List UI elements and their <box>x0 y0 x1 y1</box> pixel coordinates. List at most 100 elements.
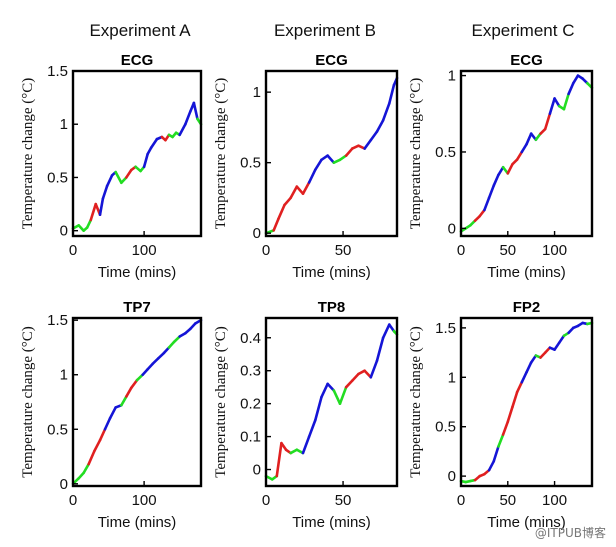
data-segment <box>280 441 288 452</box>
data-segment <box>314 158 323 172</box>
data-segment <box>381 102 391 122</box>
data-segment <box>492 173 500 187</box>
plot-frame <box>264 69 399 238</box>
data-segment <box>338 385 348 405</box>
x-tick-label: 0 <box>262 492 270 509</box>
data-segment <box>351 372 360 382</box>
data-segment <box>301 435 311 455</box>
data-segment <box>272 217 280 232</box>
data-segment <box>543 112 552 131</box>
x-axis-label: Time (mins) <box>487 514 566 531</box>
watermark: @ITPUB博客 <box>535 525 606 540</box>
x-tick-label: 50 <box>499 242 516 259</box>
y-tick-label: 1.5 <box>47 63 68 80</box>
data-segment <box>520 371 528 384</box>
data-segment <box>363 138 373 150</box>
y-tick-label: 0 <box>253 462 261 479</box>
y-tick-label: 0.3 <box>240 363 261 380</box>
data-segment <box>497 433 505 448</box>
x-tick-label: 100 <box>132 492 157 509</box>
y-tick-label: 0 <box>448 220 456 237</box>
y-axis-label: Temperature change (°C) <box>20 78 36 230</box>
data-segment <box>89 202 98 222</box>
data-segment <box>130 378 139 390</box>
plot-frame <box>71 69 203 238</box>
data-segment <box>172 335 181 344</box>
x-tick-label: 100 <box>132 242 157 259</box>
panel-2: ECG 0 50 0 0.5 1 Time (mins) Temperature change… <box>213 52 399 281</box>
y-tick-label: 1.5 <box>435 320 456 337</box>
data-segment <box>105 174 114 188</box>
panel-title: ECG <box>315 52 348 69</box>
panel-6: FP2 0 50 100 0 0.5 1 1.5 Time (mins) Temperature … <box>408 299 594 531</box>
y-tick-label: 0.4 <box>240 330 261 347</box>
x-tick-label: 0 <box>69 242 77 259</box>
y-tick-label: 0 <box>60 476 68 493</box>
x-axis-label: Time (mins) <box>292 514 371 531</box>
data-segment <box>87 449 96 466</box>
x-tick-label: 0 <box>457 492 465 509</box>
x-tick-label: 100 <box>542 492 567 509</box>
panel-title: TP8 <box>318 299 346 316</box>
data-segment <box>332 389 342 405</box>
x-tick-label: 50 <box>335 492 352 509</box>
data-segment <box>157 351 166 360</box>
data-segment <box>326 382 336 392</box>
data-segment <box>557 334 566 345</box>
plot-frame <box>264 316 399 488</box>
data-segment <box>375 336 385 363</box>
data-segment <box>492 445 500 463</box>
data-segment <box>562 92 570 111</box>
panel-1: ECG 0 100 0 0.5 1 1.5 Time (mins) Temperature ch… <box>20 52 203 281</box>
column-title-b: Experiment B <box>274 21 376 40</box>
data-segment <box>120 395 128 407</box>
data-segment <box>314 395 323 422</box>
x-tick-label: 50 <box>335 242 352 259</box>
data-segment <box>567 81 575 96</box>
y-tick-label: 0.5 <box>435 419 456 436</box>
data-segment <box>553 97 561 108</box>
plot-frame <box>71 316 203 488</box>
panel-title: ECG <box>121 52 154 69</box>
x-axis-label: Time (mins) <box>98 514 177 531</box>
data-segment <box>301 181 311 195</box>
panel-title: TP7 <box>123 299 151 316</box>
y-tick-label: 1.5 <box>47 312 68 329</box>
x-tick-label: 0 <box>69 492 77 509</box>
y-tick-label: 0.5 <box>240 155 261 172</box>
y-tick-label: 0 <box>253 225 261 242</box>
y-axis-label: Temperature change (°C) <box>213 326 229 478</box>
y-tick-label: 1 <box>60 367 68 384</box>
data-segment <box>326 154 336 164</box>
data-segment <box>149 137 159 149</box>
x-tick-label: 50 <box>499 492 516 509</box>
data-segment <box>307 418 317 438</box>
data-segment <box>275 441 283 478</box>
data-segment <box>511 390 519 409</box>
data-segment <box>135 373 144 382</box>
data-segment <box>369 130 379 142</box>
data-segment <box>108 406 117 420</box>
y-tick-label: 0.5 <box>47 169 68 186</box>
y-tick-label: 1 <box>60 116 68 133</box>
x-axis-label: Time (mins) <box>292 264 371 281</box>
y-axis-label: Temperature change (°C) <box>408 326 424 478</box>
panel-5: TP8 0 50 0 0.1 0.2 0.3 0.4 Time (mins) Temperatur… <box>213 299 399 531</box>
data-segment <box>369 359 379 379</box>
x-tick-label: 100 <box>542 242 567 259</box>
y-tick-label: 0.1 <box>240 429 261 446</box>
data-segment <box>529 354 538 364</box>
data-segment <box>151 357 160 366</box>
y-tick-label: 0.2 <box>240 396 261 413</box>
y-tick-label: 0.5 <box>47 421 68 438</box>
data-segment <box>178 122 187 137</box>
data-segment <box>307 168 317 184</box>
data-segment <box>525 132 533 146</box>
data-segment <box>85 218 93 229</box>
data-segment <box>548 97 556 116</box>
y-axis-label: Temperature change (°C) <box>20 326 36 478</box>
data-segment <box>381 323 391 340</box>
data-segment <box>98 427 107 442</box>
